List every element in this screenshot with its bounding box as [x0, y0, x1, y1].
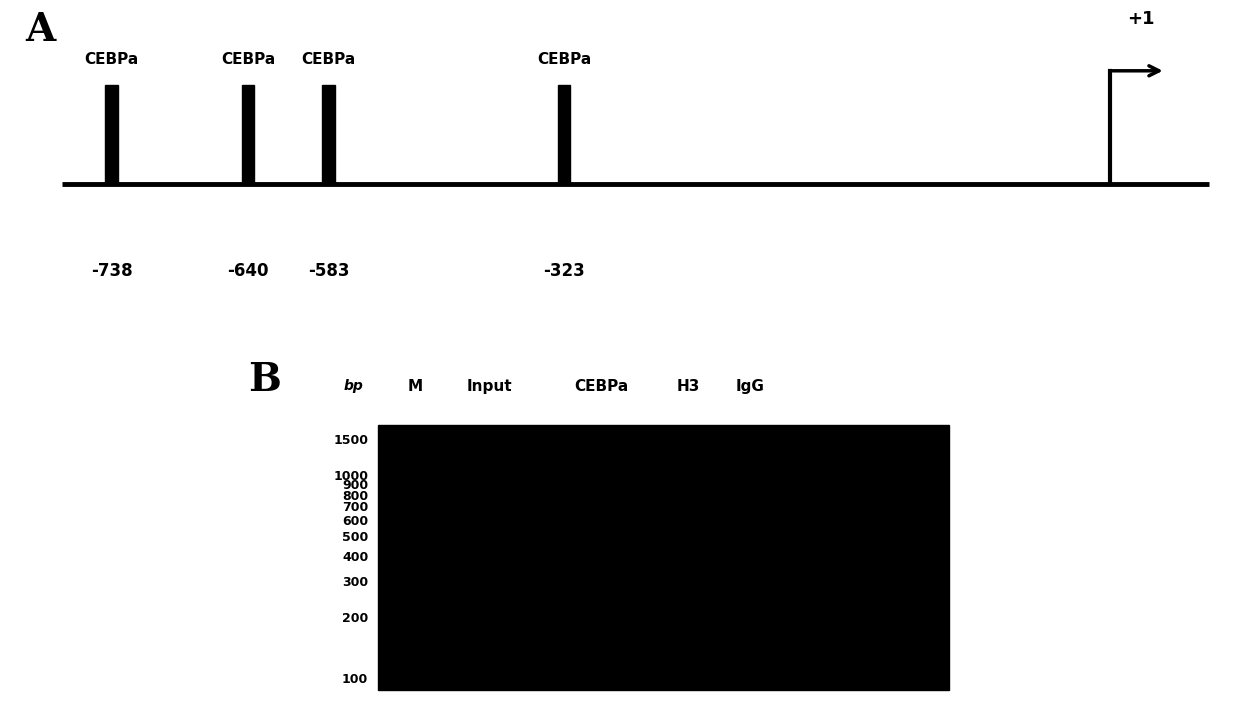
Text: bp: bp [343, 379, 363, 393]
Text: -583: -583 [308, 262, 350, 280]
Bar [378, 425, 949, 690]
Text: IgG: IgG [735, 379, 765, 394]
Text: M: M [408, 379, 423, 394]
Text: CEBPa: CEBPa [221, 52, 275, 67]
Bar [105, 85, 118, 184]
Text: B: B [248, 361, 281, 399]
Text: 800: 800 [342, 490, 368, 503]
Text: 300: 300 [342, 576, 368, 589]
Text: 900: 900 [342, 479, 368, 492]
Text: 200: 200 [342, 612, 368, 625]
Bar [322, 85, 335, 184]
Text: 100: 100 [342, 673, 368, 686]
Text: CEBPa: CEBPa [84, 52, 139, 67]
Text: H3: H3 [677, 379, 699, 394]
Text: -323: -323 [543, 262, 585, 280]
Text: 700: 700 [342, 501, 368, 515]
Bar [242, 85, 254, 184]
Text: Input: Input [467, 379, 512, 394]
Text: 500: 500 [342, 531, 368, 544]
Text: CEBPa: CEBPa [574, 379, 629, 394]
Text: -738: -738 [91, 262, 133, 280]
Bar [558, 85, 570, 184]
Text: 600: 600 [342, 515, 368, 528]
Text: CEBPa: CEBPa [301, 52, 356, 67]
Text: +1: +1 [1127, 11, 1154, 28]
Text: -640: -640 [227, 262, 269, 280]
Text: A: A [25, 11, 55, 49]
Text: 1500: 1500 [334, 434, 368, 447]
Text: 400: 400 [342, 551, 368, 564]
Text: 1000: 1000 [334, 470, 368, 483]
Text: CEBPa: CEBPa [537, 52, 591, 67]
